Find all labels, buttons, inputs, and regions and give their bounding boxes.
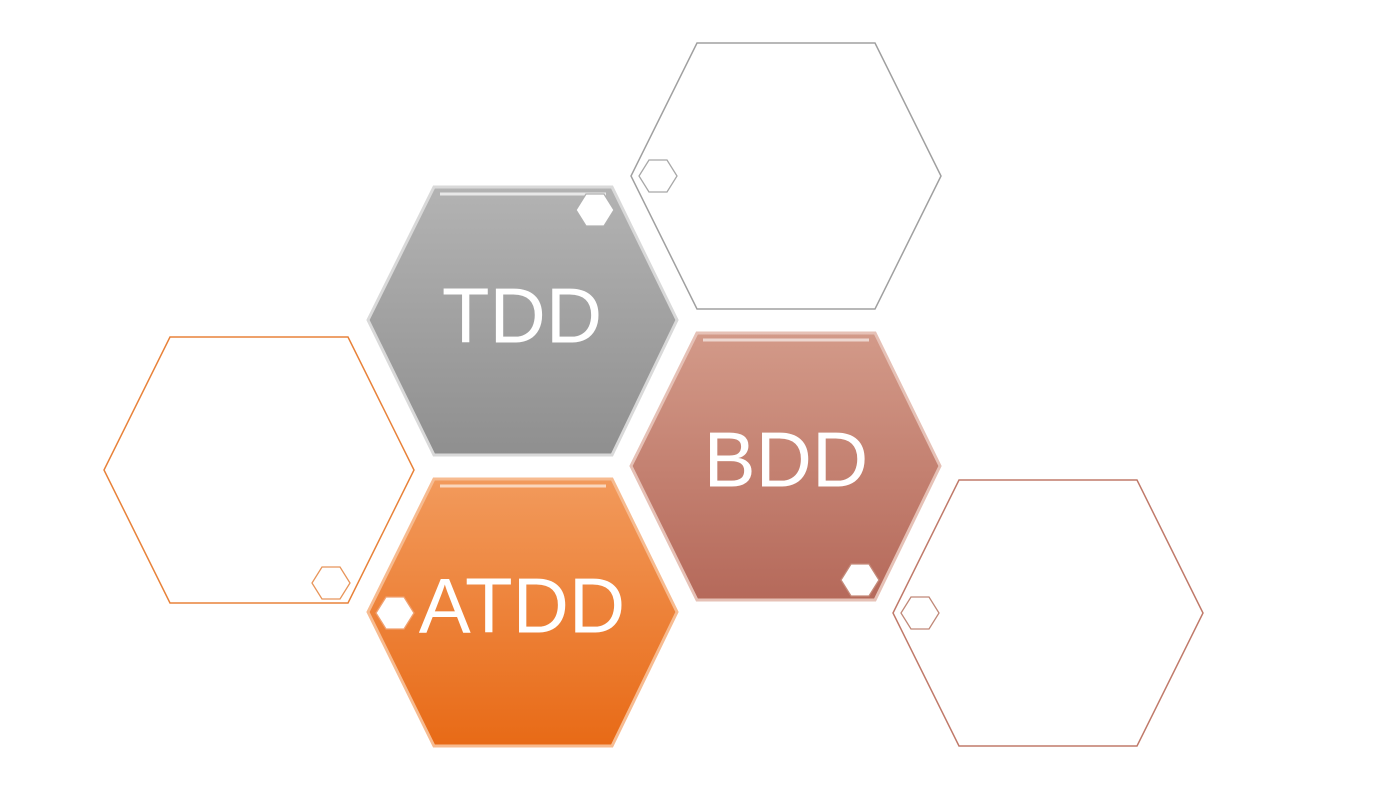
small-hexagon-icon: [311, 566, 351, 600]
atdd-hexagon: ATDD: [366, 477, 679, 748]
atdd-label: ATDD: [419, 562, 626, 650]
tdd-hexagon: TDD: [366, 185, 679, 457]
small-hexagon-icon: [900, 596, 940, 630]
small-hexagon-icon: [575, 193, 615, 227]
bdd-label: BDD: [704, 416, 869, 504]
bdd-hexagon: BDD: [629, 331, 942, 602]
small-hexagon-icon: [840, 563, 880, 597]
outline-hexagon-top: [630, 42, 942, 310]
small-hexagon-icon: [638, 159, 678, 193]
outline-hexagon-left: [103, 336, 415, 604]
outline-hexagon-bottom-right: [892, 479, 1204, 747]
tdd-label: TDD: [442, 272, 602, 360]
small-hexagon-icon: [375, 596, 415, 630]
